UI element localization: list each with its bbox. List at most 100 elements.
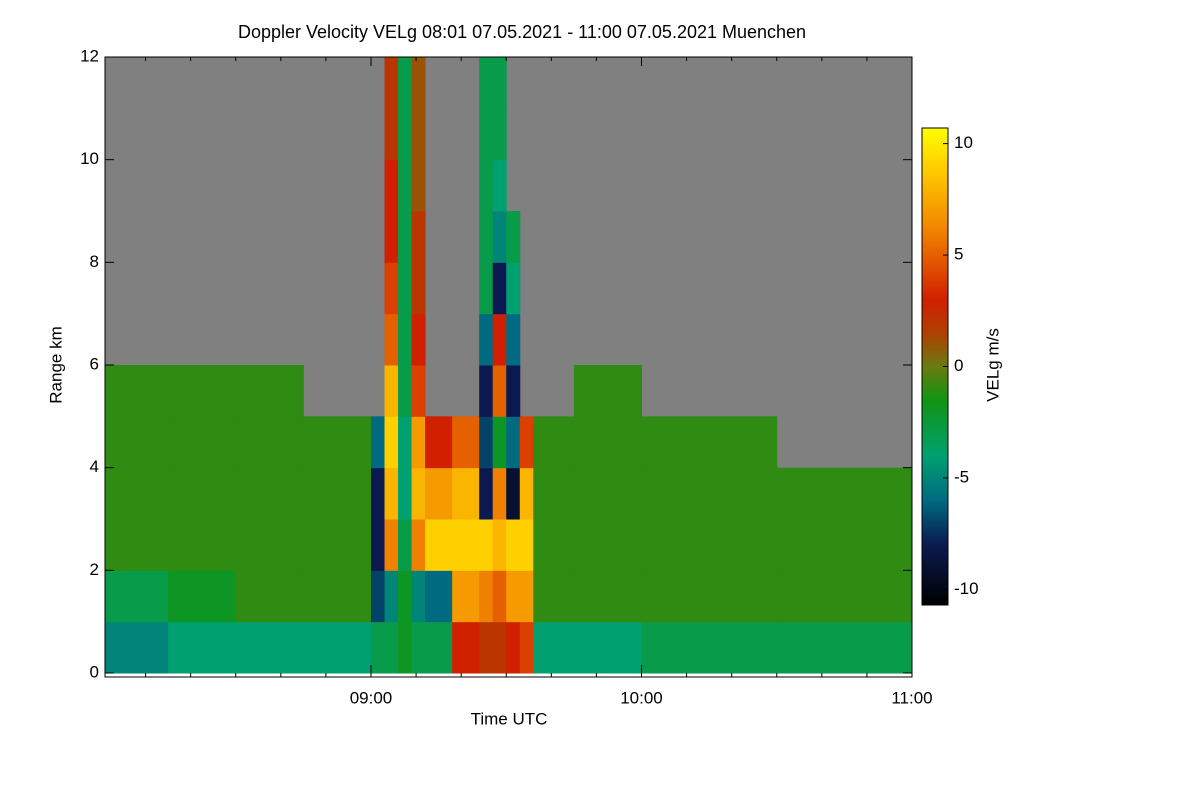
- heat-cell: [506, 467, 521, 520]
- heat-cell: [506, 365, 521, 417]
- heat-cell: [425, 621, 453, 674]
- heat-cell: [479, 262, 494, 315]
- heat-cell: [411, 159, 426, 212]
- y-tick-label: 4: [90, 457, 99, 476]
- heat-cell: [235, 519, 304, 571]
- heat-cell: [533, 519, 575, 571]
- heat-cell: [479, 57, 494, 109]
- heat-cell: [384, 416, 399, 469]
- heat-cell: [533, 570, 575, 623]
- heat-cell: [398, 467, 413, 520]
- heat-cell: [641, 570, 778, 623]
- heat-cell: [492, 519, 507, 571]
- heat-cell: [452, 416, 480, 469]
- heat-cell: [573, 621, 642, 674]
- heat-cell: [479, 211, 494, 263]
- heat-cell: [105, 621, 169, 674]
- heat-cell: [384, 519, 399, 571]
- heat-cell: [384, 467, 399, 520]
- y-tick-label: 8: [90, 252, 99, 271]
- heat-cell: [519, 621, 534, 674]
- heat-cell: [506, 570, 521, 623]
- heat-cell: [492, 108, 507, 161]
- heat-cell: [235, 467, 304, 520]
- heat-cell: [641, 519, 778, 571]
- heat-cell: [506, 313, 521, 366]
- heat-cell: [452, 621, 480, 674]
- heat-cell: [519, 467, 534, 520]
- heat-cell: [411, 621, 426, 674]
- heat-cell: [506, 262, 521, 315]
- heat-cell: [168, 519, 237, 571]
- heat-cell: [384, 159, 399, 212]
- heat-cell: [303, 570, 372, 623]
- heat-cell: [398, 262, 413, 315]
- heat-cell: [776, 570, 913, 623]
- heat-cell: [411, 467, 426, 520]
- heat-cell: [411, 211, 426, 263]
- heat-cell: [452, 519, 480, 571]
- heat-cell: [573, 365, 642, 417]
- y-axis-label: Range km: [46, 326, 65, 403]
- heat-cell: [411, 57, 426, 109]
- heat-cell: [573, 519, 642, 571]
- heat-cell: [411, 570, 426, 623]
- heat-cell: [519, 570, 534, 623]
- heat-cell: [384, 211, 399, 263]
- heat-cell: [398, 621, 413, 674]
- heat-cell: [370, 621, 386, 674]
- heat-cell: [492, 262, 507, 315]
- heat-cell: [479, 467, 494, 520]
- heat-cell: [641, 621, 778, 674]
- y-tick-label: 12: [80, 46, 99, 65]
- heat-cell: [425, 570, 453, 623]
- heat-cell: [398, 108, 413, 161]
- heat-cell: [479, 416, 494, 469]
- heat-cell: [168, 365, 237, 417]
- heat-cell: [398, 570, 413, 623]
- heat-cell: [533, 467, 575, 520]
- heat-cell: [479, 313, 494, 366]
- heat-cell: [506, 519, 521, 571]
- heat-cell: [492, 313, 507, 366]
- heat-cell: [492, 365, 507, 417]
- heat-cell: [105, 467, 169, 520]
- heat-cell: [303, 519, 372, 571]
- heat-cell: [370, 416, 386, 469]
- heat-cell: [411, 416, 426, 469]
- heat-cell: [370, 570, 386, 623]
- x-tick-label: 11:00: [891, 688, 932, 707]
- heat-cell: [370, 467, 386, 520]
- colorbar-tick-label: 0: [954, 356, 963, 375]
- heat-cell: [398, 211, 413, 263]
- heat-cell: [492, 159, 507, 212]
- heat-cell: [533, 416, 575, 469]
- heat-cell: [479, 621, 494, 674]
- heat-cell: [776, 621, 913, 674]
- heat-cell: [641, 416, 778, 469]
- heat-cell: [105, 570, 169, 623]
- heat-cell: [492, 467, 507, 520]
- heat-cell: [168, 621, 237, 674]
- heat-cell: [398, 57, 413, 109]
- y-tick-label: 2: [90, 560, 99, 579]
- heat-cell: [519, 416, 534, 469]
- heat-cell: [235, 416, 304, 469]
- heat-cell: [533, 621, 575, 674]
- chart-title: Doppler Velocity VELg 08:01 07.05.2021 -…: [238, 22, 806, 42]
- heat-cell: [384, 57, 399, 109]
- colorbar-tick-label: 5: [954, 245, 963, 264]
- heat-cell: [235, 570, 304, 623]
- heat-cell: [235, 621, 304, 674]
- heat-cell: [168, 570, 237, 623]
- heat-cell: [492, 621, 507, 674]
- heat-cell: [492, 211, 507, 263]
- heat-cell: [398, 365, 413, 417]
- heat-cell: [506, 211, 521, 263]
- heat-cell: [105, 416, 169, 469]
- heat-cell: [492, 57, 507, 109]
- heat-cell: [573, 416, 642, 469]
- heat-cell: [384, 108, 399, 161]
- heat-cell: [479, 108, 494, 161]
- heat-cell: [479, 519, 494, 571]
